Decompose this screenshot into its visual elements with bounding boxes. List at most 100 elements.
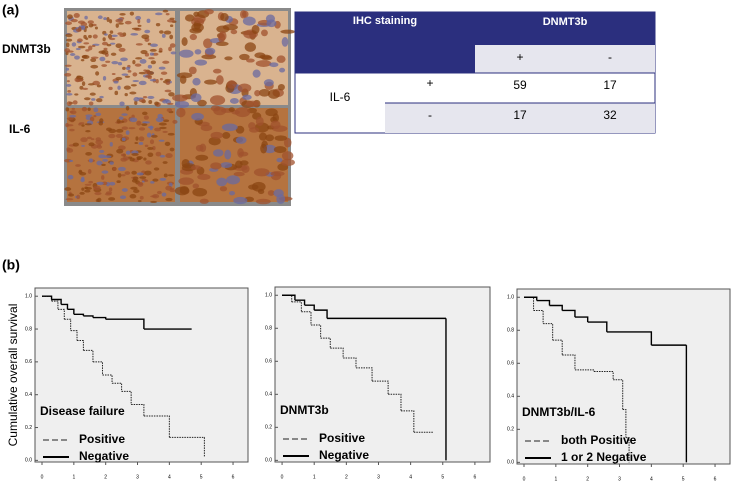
cell xyxy=(277,83,285,91)
cell xyxy=(194,59,208,66)
cell xyxy=(226,80,237,89)
cell xyxy=(80,178,85,183)
km-step xyxy=(574,316,589,323)
cell xyxy=(119,101,125,107)
cell xyxy=(77,38,83,42)
cell xyxy=(124,92,128,97)
cell xyxy=(222,24,238,31)
cell xyxy=(135,57,143,60)
legend-label: both Positive xyxy=(561,433,637,447)
header-fill xyxy=(295,45,475,73)
cell xyxy=(84,15,88,20)
cell xyxy=(191,23,204,32)
header-fill xyxy=(295,12,655,45)
cell xyxy=(99,95,104,99)
cell xyxy=(88,158,93,163)
cell xyxy=(106,43,112,47)
cell xyxy=(233,196,248,205)
cell xyxy=(64,64,72,67)
cell xyxy=(81,187,85,191)
cell xyxy=(64,48,71,53)
cell xyxy=(242,94,252,100)
cell xyxy=(87,83,95,86)
cell xyxy=(127,70,132,73)
cell xyxy=(239,53,250,61)
cell xyxy=(195,154,209,161)
cell xyxy=(89,92,96,96)
cell xyxy=(143,179,149,182)
cell xyxy=(204,79,217,85)
cell xyxy=(134,141,139,145)
x-tick-label: 3 xyxy=(377,474,380,480)
cell xyxy=(122,66,126,70)
cell xyxy=(224,56,233,61)
cell xyxy=(65,83,72,87)
cell xyxy=(117,62,123,66)
cell xyxy=(163,30,172,35)
km-step xyxy=(42,295,53,300)
cell xyxy=(159,154,166,158)
cell xyxy=(111,73,116,76)
y-tick-label: 0.2 xyxy=(265,425,272,431)
km-step xyxy=(73,313,85,316)
cell xyxy=(149,78,157,82)
km-step xyxy=(524,296,538,301)
cell xyxy=(90,64,99,69)
km-step xyxy=(400,410,415,433)
cell xyxy=(69,114,77,118)
cell xyxy=(85,129,91,133)
cell xyxy=(167,132,175,136)
cell xyxy=(99,56,106,62)
km-step xyxy=(92,361,103,375)
cell xyxy=(140,50,148,55)
cell xyxy=(242,16,256,26)
cell xyxy=(273,146,287,154)
cell xyxy=(164,78,171,82)
table: IHC staining DNMT3b + - IL-6 + 59 17 - 1… xyxy=(294,11,656,134)
km-chart: 0.0 0.2 0.4 0.6 0.8 1.0 0 1 2 3 4 5 6 DNMT3b/IL-6 both… xyxy=(507,288,731,482)
cell xyxy=(235,136,247,144)
km-curve xyxy=(524,296,688,463)
cell xyxy=(76,75,82,78)
cell xyxy=(66,42,70,48)
cell xyxy=(131,170,137,175)
cell xyxy=(270,120,281,130)
cell xyxy=(129,11,135,16)
cell xyxy=(261,29,268,37)
cell xyxy=(84,123,92,126)
cell xyxy=(99,118,104,123)
x-tick-label: 6 xyxy=(232,474,235,480)
cell xyxy=(92,185,101,191)
cell xyxy=(91,98,96,101)
cell xyxy=(103,155,112,159)
cell xyxy=(70,110,77,115)
cell xyxy=(79,122,85,125)
km-step xyxy=(294,299,306,306)
cell xyxy=(283,137,292,148)
tissue-image xyxy=(64,105,178,204)
km-step xyxy=(533,309,544,324)
cell xyxy=(108,187,113,192)
cell xyxy=(65,107,70,112)
cell xyxy=(163,119,170,123)
cell xyxy=(121,113,128,116)
cell xyxy=(162,130,168,133)
panel-label: (a) xyxy=(2,2,19,18)
y-tick-label: 0.4 xyxy=(25,392,32,398)
cell xyxy=(147,75,152,80)
cell xyxy=(165,185,173,191)
km-step xyxy=(105,318,145,330)
cell xyxy=(105,191,113,195)
legend-label: Positive xyxy=(79,432,125,446)
cell xyxy=(118,47,126,52)
cell xyxy=(148,99,153,105)
km-step xyxy=(310,324,322,339)
y-tick-label: 0.0 xyxy=(507,460,514,466)
cell xyxy=(108,86,113,91)
cell xyxy=(125,130,130,135)
y-tick-label: 0.4 xyxy=(507,394,514,400)
cell xyxy=(155,151,162,157)
cell xyxy=(221,123,238,132)
y-tick-label: 0.0 xyxy=(25,458,32,464)
cell xyxy=(85,116,92,121)
